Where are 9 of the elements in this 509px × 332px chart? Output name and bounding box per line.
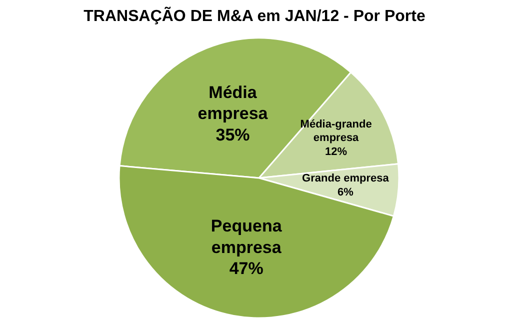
- slice-label: Média empresa: [198, 82, 268, 123]
- slice-label: Grande empresa: [302, 172, 390, 185]
- slice-label: Pequena empresa: [210, 216, 282, 256]
- data-label: 47%: [229, 258, 264, 278]
- slice-label: Média-grande empresa: [300, 118, 372, 144]
- data-label: 12%: [325, 146, 348, 158]
- data-label: 6%: [338, 186, 354, 198]
- chart-title: TRANSAÇÃO DE M&A em JAN/12 - Por Porte: [82, 8, 426, 26]
- data-label: 35%: [216, 124, 250, 144]
